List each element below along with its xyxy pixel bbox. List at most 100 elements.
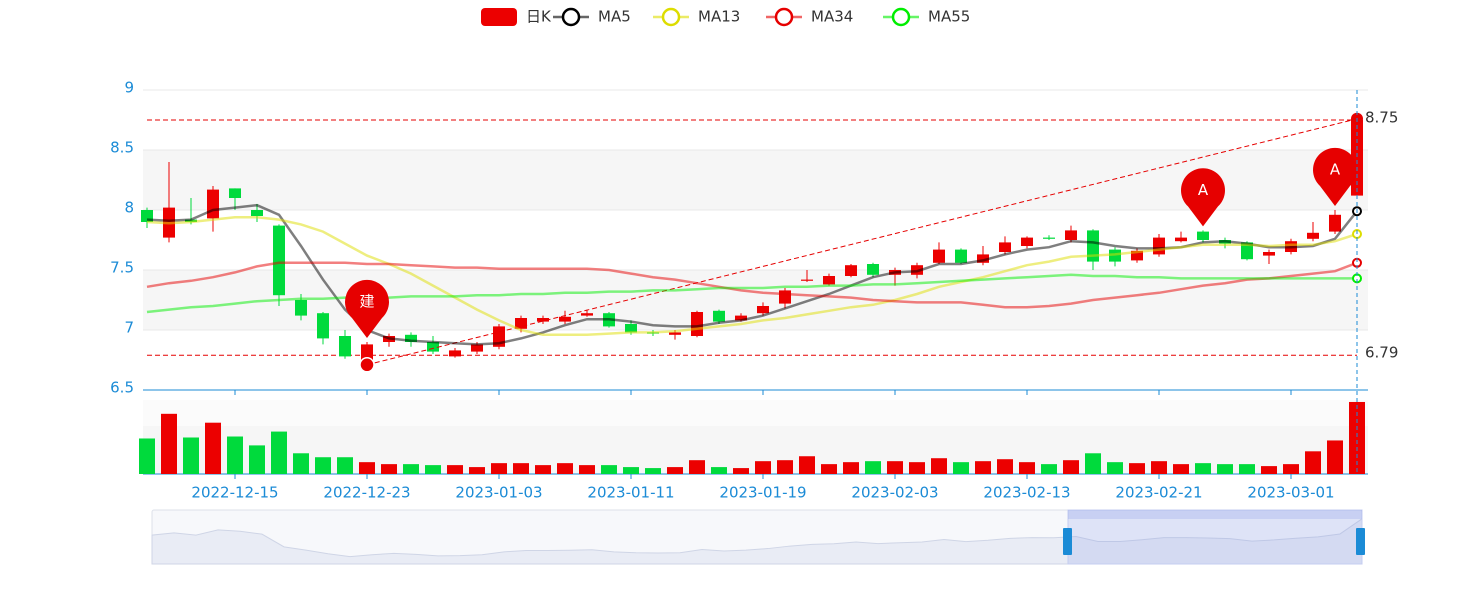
- candle-body: [317, 313, 329, 339]
- mark-line-label: 8.75: [1365, 109, 1398, 127]
- volume-bar: [887, 461, 903, 474]
- volume-bar: [1239, 464, 1255, 474]
- candle-body: [1241, 242, 1253, 260]
- candle-body: [515, 318, 527, 329]
- candle-body: [537, 318, 549, 322]
- plot: 8.75 6.79 建 A A: [139, 109, 1398, 474]
- volume-bar: [623, 467, 639, 474]
- zoom-window-bar[interactable]: [1068, 510, 1362, 519]
- volume-bar: [403, 464, 419, 474]
- x-tick-label: 2023-02-21: [1115, 484, 1202, 502]
- volume-bar: [139, 438, 155, 474]
- volume-bar: [1063, 460, 1079, 474]
- legend-icon: [561, 7, 581, 27]
- volume-bar: [931, 458, 947, 474]
- volume-bar: [205, 422, 221, 474]
- legend-label: 日K: [526, 8, 552, 26]
- candle-body: [1153, 237, 1165, 255]
- candle-body: [427, 342, 439, 352]
- legend-item[interactable]: MA13: [653, 8, 740, 27]
- volume-bar: [799, 456, 815, 474]
- volume-bar: [337, 457, 353, 474]
- volume-bar: [667, 467, 683, 474]
- legend-icon: [481, 8, 517, 26]
- split-area: [143, 150, 1368, 210]
- volume-bar: [447, 465, 463, 474]
- zoom-handle[interactable]: [1356, 528, 1365, 555]
- candle-body: [1021, 237, 1033, 246]
- x-tick-label: 2022-12-23: [323, 484, 410, 502]
- volume-bar: [1283, 464, 1299, 474]
- volume-bar: [359, 462, 375, 474]
- volume-bar: [733, 468, 749, 474]
- candle-body: [845, 265, 857, 276]
- mark-pin: [345, 279, 389, 338]
- candle-body: [933, 249, 945, 263]
- volume-split-area: [143, 400, 1368, 426]
- volume-bar: [997, 459, 1013, 474]
- mark-line-label: 6.79: [1365, 344, 1398, 362]
- volume-bar: [777, 460, 793, 474]
- volume-bar: [315, 457, 331, 474]
- volume-bar: [645, 468, 661, 474]
- volume-bar: [557, 463, 573, 474]
- zoom-shadow: [151, 517, 1363, 565]
- volume-bar: [755, 461, 771, 474]
- volume-bar: [689, 460, 705, 474]
- x-tick-label: 2023-01-11: [587, 484, 674, 502]
- volume-bar: [249, 445, 265, 474]
- y-tick-label: 8.5: [110, 139, 134, 157]
- candle-body: [207, 189, 219, 219]
- y-tick-label: 7: [124, 319, 134, 337]
- x-tick-label: 2023-01-03: [455, 484, 542, 502]
- legend-item[interactable]: MA55: [883, 7, 970, 27]
- volume-bar: [1151, 461, 1167, 474]
- y-tick-label: 8: [124, 199, 134, 217]
- split-area: [143, 330, 1368, 390]
- volume-bar: [1217, 464, 1233, 474]
- candle-body: [1087, 230, 1099, 262]
- volume-bar: [425, 465, 441, 474]
- volume-bar: [579, 465, 595, 474]
- candle-body: [977, 254, 989, 263]
- candle-body: [295, 300, 307, 316]
- volume-bar: [1195, 463, 1211, 474]
- ma-line: [146, 261, 1358, 309]
- mark-pin-label: A: [1330, 161, 1341, 179]
- legend-item[interactable]: 日K: [481, 8, 552, 27]
- mark-pin-label: A: [1198, 181, 1209, 199]
- legend-item[interactable]: MA34: [766, 8, 853, 27]
- candle-body: [999, 242, 1011, 252]
- zoom-window[interactable]: [1067, 509, 1363, 565]
- y-tick-label: 9: [124, 79, 134, 97]
- candle-body: [449, 350, 461, 357]
- volume-bar: [1305, 451, 1321, 474]
- candle-body: [1043, 237, 1055, 239]
- legend-label: MA55: [928, 8, 970, 26]
- y-tick-label: 7.5: [110, 259, 134, 277]
- candle-body: [581, 313, 593, 316]
- candle-body: [1175, 237, 1187, 242]
- volume-bar: [271, 431, 287, 474]
- volume-bar: [975, 461, 991, 474]
- legend-item[interactable]: MA5: [553, 7, 631, 27]
- volume-bar: [535, 465, 551, 474]
- candle-body: [823, 276, 835, 285]
- volume-bar: [1261, 466, 1277, 474]
- data-zoom[interactable]: [151, 509, 1365, 565]
- candle-body: [273, 225, 285, 296]
- volume-bar: [601, 465, 617, 474]
- y-tick-label: 6.5: [110, 379, 134, 397]
- volume-bar: [381, 464, 397, 474]
- volume-bar: [711, 467, 727, 474]
- zoom-handle[interactable]: [1063, 528, 1072, 555]
- legend-icon: [891, 7, 911, 27]
- candle-body: [779, 290, 791, 304]
- volume-bar: [161, 413, 177, 474]
- volume-bar: [821, 464, 837, 474]
- volume-bar: [1041, 464, 1057, 474]
- candle-body: [955, 249, 967, 263]
- candle-body: [691, 312, 703, 336]
- volume-bar: [491, 463, 507, 474]
- mark-pin: [1181, 168, 1225, 227]
